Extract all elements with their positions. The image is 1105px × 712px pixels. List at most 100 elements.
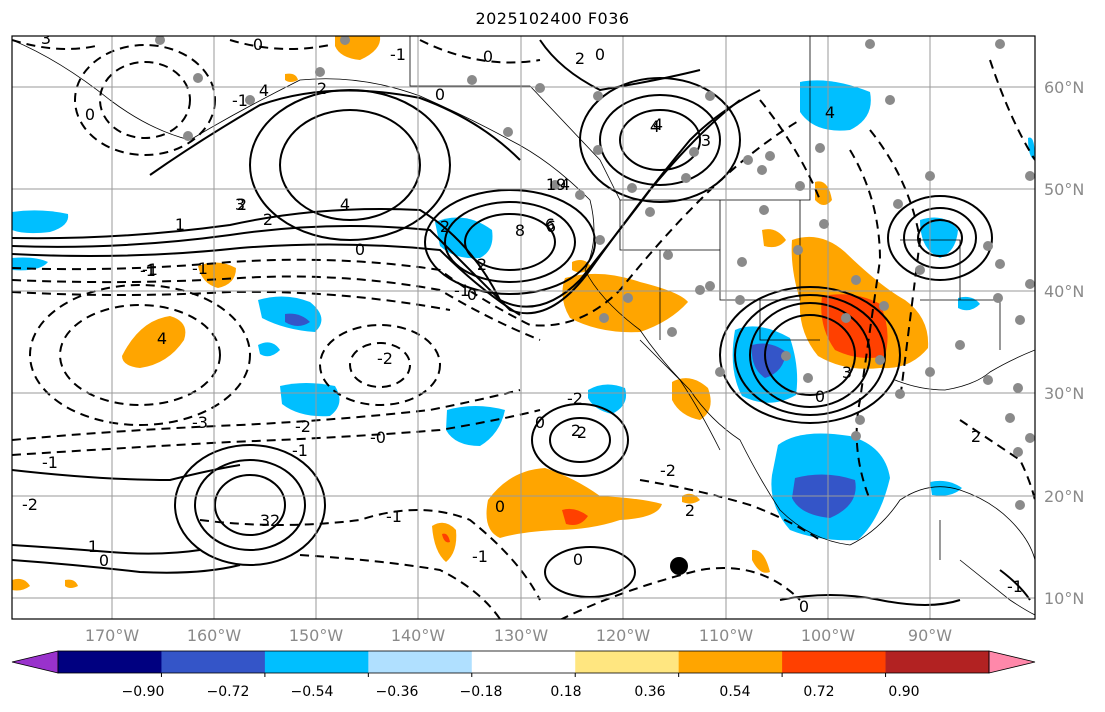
contour-label: 6 xyxy=(545,215,555,234)
contour-label: 1 xyxy=(175,215,185,234)
contour-label: 0 xyxy=(495,497,505,516)
lon-label: 130°W xyxy=(493,626,549,645)
colorbar-segment xyxy=(782,651,887,673)
lon-label: 150°W xyxy=(288,626,344,645)
contour-label: 8 xyxy=(515,221,525,240)
positive-area xyxy=(486,468,662,538)
reference-marker xyxy=(670,557,688,575)
positive-area xyxy=(12,578,30,591)
colorbar-frame xyxy=(57,650,990,674)
contour-label: -1 xyxy=(142,260,158,279)
contour-label: 4 xyxy=(653,115,663,134)
colorbar-tick-label: −0.90 xyxy=(121,684,165,700)
colorbar-tick-label: −0.18 xyxy=(459,684,503,700)
contour-label: -1 xyxy=(390,45,406,64)
colorbar-tick-label: −0.54 xyxy=(290,684,334,700)
colorbar-tick-label: 0.90 xyxy=(888,684,920,700)
contour-label: -1 xyxy=(292,441,308,460)
colorbar-segment xyxy=(575,651,680,673)
contour-label: 3 xyxy=(41,29,51,48)
positive-area xyxy=(562,508,588,525)
lon-label: 110°W xyxy=(698,626,754,645)
contour-label: 0 xyxy=(99,551,109,570)
positive-area xyxy=(285,73,298,82)
positive-area xyxy=(432,522,457,562)
contour-label: 0 xyxy=(595,45,605,64)
lon-label: 170°W xyxy=(84,626,140,645)
contour-label: -1 xyxy=(386,507,402,526)
negative-area xyxy=(258,342,280,357)
colorbar-segment xyxy=(161,651,266,673)
positive-area xyxy=(562,273,688,333)
contour-label: -2 xyxy=(22,495,38,514)
colorbar-arrow-left xyxy=(11,650,59,674)
negative-area xyxy=(800,80,871,131)
contour-label: -1 xyxy=(192,259,208,278)
contour-label: 2 xyxy=(263,210,273,229)
colorbar-segment xyxy=(264,651,369,673)
lon-label: 120°W xyxy=(595,626,651,645)
negative-area xyxy=(285,313,310,326)
contour-label: -1 xyxy=(1007,577,1023,596)
contour-label: 2 xyxy=(577,423,587,442)
contour-label: 0 xyxy=(815,387,825,406)
colorbar-segment xyxy=(58,651,162,673)
positive-area xyxy=(821,294,888,358)
contour-label: 0 xyxy=(573,550,583,569)
contour-label: 1 xyxy=(88,537,98,556)
colorbar-segment xyxy=(885,651,990,673)
contour-label: 2 xyxy=(440,217,450,236)
positive-area xyxy=(65,579,78,588)
positive-area xyxy=(122,316,186,368)
station-dots xyxy=(155,36,1035,510)
contour-label: 0 xyxy=(253,35,263,54)
contour-label: -2 xyxy=(377,349,393,368)
contour-label: 0 xyxy=(467,285,477,304)
negative-area xyxy=(12,210,69,234)
colorbar-tick-label: 0.72 xyxy=(803,684,835,700)
positive-area xyxy=(762,229,786,248)
colorbar-arrow-right xyxy=(988,650,1036,674)
height-contours xyxy=(12,39,1031,606)
lon-label: 140°W xyxy=(390,626,446,645)
colorbar-segment xyxy=(368,651,473,673)
colorbar-tick-label: 0.36 xyxy=(634,684,666,700)
contour-label: -2 xyxy=(295,417,311,436)
contour-label: 6 xyxy=(546,217,556,236)
contour-label: 0 xyxy=(483,47,493,66)
map-title: 2025102400 F036 xyxy=(475,9,630,28)
lat-label: 20°N xyxy=(1044,487,1085,506)
colorbar-segment xyxy=(471,651,576,673)
contour-label: 4 xyxy=(560,175,570,194)
contour-label: -2 xyxy=(567,389,583,408)
lat-label: 60°N xyxy=(1044,78,1085,97)
colorbar-tick-label: 0.18 xyxy=(550,684,582,700)
colorbar-segment xyxy=(678,651,783,673)
lat-label: 30°N xyxy=(1044,384,1085,403)
map-frame xyxy=(11,35,1036,620)
colorbar-tick-label: −0.72 xyxy=(206,684,250,700)
contour-label: -1 xyxy=(232,91,248,110)
graticule xyxy=(12,36,1035,619)
negative-contours xyxy=(12,39,1035,619)
negative-area xyxy=(751,343,786,378)
contour-label: 4 xyxy=(259,81,269,100)
contour-label: 32 xyxy=(260,511,280,530)
negative-area xyxy=(1028,137,1035,160)
contour-label: 0 xyxy=(355,240,365,259)
lat-label: 10°N xyxy=(1044,589,1085,608)
contour-label: -1 xyxy=(42,453,58,472)
contour-label: 19 xyxy=(546,175,566,194)
contour-label: 2 xyxy=(571,421,581,440)
lon-label: 100°W xyxy=(800,626,856,645)
contour-label: 4 xyxy=(650,117,660,136)
negative-area xyxy=(930,480,962,496)
lon-label: 90°W xyxy=(907,626,953,645)
contour-label: -1 xyxy=(454,281,470,300)
contour-label: -0 xyxy=(370,428,386,447)
contour-label: 0 xyxy=(535,413,545,432)
contour-label: 3 xyxy=(842,363,852,382)
lat-label: 50°N xyxy=(1044,180,1085,199)
negative-area xyxy=(12,257,48,271)
